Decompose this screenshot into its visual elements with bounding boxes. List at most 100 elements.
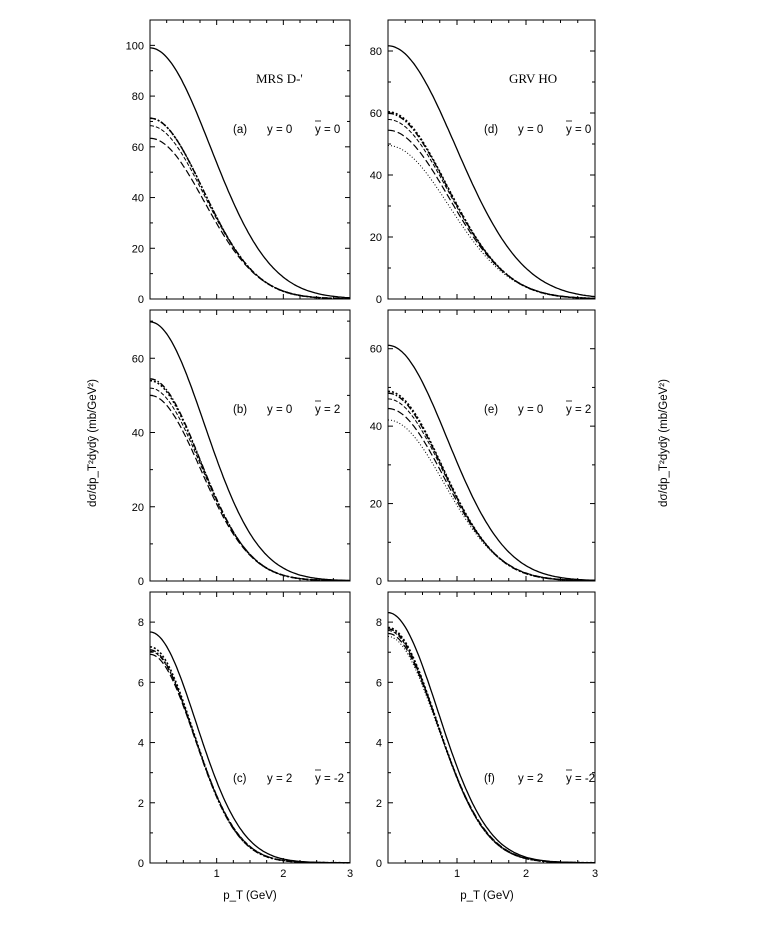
rapidity-y: y = 0 — [518, 404, 543, 416]
y-tick-label: 60 — [132, 353, 144, 365]
panel-frame — [387, 309, 596, 582]
panel-frame — [149, 309, 351, 582]
series-dotted — [149, 117, 350, 300]
series-longdash — [149, 394, 351, 582]
series-thindash — [387, 398, 595, 582]
series-dotted — [387, 111, 595, 300]
series-thindash — [149, 125, 350, 300]
series-solid — [387, 45, 596, 298]
y-tick-label: 20 — [370, 499, 382, 511]
y-tick-label: 40 — [132, 193, 144, 205]
panel-tag: (c) — [233, 773, 247, 785]
panel-frame — [149, 19, 351, 300]
y-tick-label: 0 — [376, 576, 382, 588]
rapidity-y: y = 0 — [267, 404, 292, 416]
series-dotted — [149, 646, 350, 864]
x-tick-label: 3 — [592, 868, 598, 880]
y-tick-label: 60 — [132, 142, 144, 154]
series-solid — [149, 321, 351, 582]
panel-frame — [149, 591, 351, 864]
panel-frame — [387, 591, 596, 864]
series-dashdot — [387, 112, 595, 300]
y-tick-label: 8 — [138, 617, 144, 629]
series-solid — [387, 344, 596, 581]
x-tick-label: 2 — [280, 868, 286, 880]
x-axis-title-left: p_T (GeV) — [223, 890, 277, 902]
y-tick-label: 0 — [138, 858, 144, 870]
rapidity-ybar: y = 2 — [566, 404, 591, 416]
x-tick-label: 2 — [523, 868, 529, 880]
rapidity-ybar: y = 2 — [315, 404, 340, 416]
panel-c: 0 2 4 6 8 1 2 3 (c) y = 2 y = -2 — [138, 591, 353, 880]
panel-d: 0 20 40 60 80 GRV HO (d) y = 0 y = 0 — [370, 19, 596, 306]
series-dotted — [387, 390, 595, 582]
series-dashdot — [387, 392, 595, 582]
panel-tag: (b) — [233, 404, 247, 416]
panel-b: 0 20 40 60 (b) y = 0 y = 2 — [132, 309, 351, 588]
y-tick-label: 0 — [138, 294, 144, 306]
series-thindash — [149, 650, 350, 864]
panel-a: 0 20 40 60 80 100 MRS D-' (a) y = 0 y = 0 — [126, 19, 351, 306]
series-longdash — [387, 129, 596, 299]
panel-f: 0 2 4 6 8 1 2 3 (f) y = 2 y = -2 — [376, 591, 598, 880]
y-tick-label: 2 — [376, 798, 382, 810]
y-tick-label: 60 — [370, 344, 382, 356]
series-longdash — [149, 653, 350, 864]
y-axis-title-right: dσ/dp_T²dydȳ (mb/GeV²) — [658, 379, 670, 507]
panel-e: 0 20 40 60 (e) y = 0 y = 2 — [370, 309, 596, 588]
y-tick-label: 20 — [370, 232, 382, 244]
y-tick-label: 6 — [138, 677, 144, 689]
series-thindash — [149, 387, 350, 582]
panel-frame — [387, 19, 596, 300]
x-axis-title-right: p_T (GeV) — [460, 890, 514, 902]
series-thindash — [388, 119, 595, 299]
y-tick-label: 100 — [126, 40, 144, 52]
series-dashdot — [149, 649, 350, 864]
series-longdash — [387, 632, 595, 864]
y-tick-label: 80 — [370, 46, 382, 58]
x-tick-label: 1 — [454, 868, 460, 880]
y-tick-label: 20 — [132, 502, 144, 514]
y-tick-label: 4 — [138, 738, 144, 750]
series-solid — [387, 611, 595, 864]
panel-tag: (f) — [484, 773, 495, 785]
rapidity-y: y = 0 — [267, 124, 292, 136]
series-dashdot — [149, 117, 350, 300]
y-tick-label: 40 — [370, 170, 382, 182]
y-tick-label: 2 — [138, 798, 144, 810]
panel-tag: (e) — [484, 404, 498, 416]
series-longdash — [149, 137, 351, 300]
y-tick-label: 4 — [376, 738, 382, 750]
series-solid — [149, 47, 351, 299]
rapidity-ybar: y = 0 — [315, 124, 340, 136]
series-longdash — [387, 407, 595, 582]
rapidity-y: y = 0 — [518, 124, 543, 136]
y-tick-label: 0 — [138, 576, 144, 588]
rapidity-y: y = 2 — [518, 773, 543, 785]
y-tick-label: 40 — [132, 428, 144, 440]
series-finedot — [387, 145, 596, 299]
y-tick-label: 6 — [376, 677, 382, 689]
rapidity-y: y = 2 — [267, 773, 292, 785]
x-tick-label: 3 — [347, 868, 353, 880]
y-tick-label: 8 — [376, 617, 382, 629]
rapidity-ybar: y = -2 — [566, 773, 595, 785]
series-dashdot — [387, 628, 595, 864]
panel-tag: (a) — [233, 124, 247, 136]
panel-title: GRV HO — [509, 71, 557, 86]
rapidity-ybar: y = -2 — [315, 773, 344, 785]
rapidity-ybar: y = 0 — [566, 124, 591, 136]
panel-title: MRS D-' — [256, 71, 303, 86]
y-axis-title-left: dσ/dp_T²dydȳ (mb/GeV²) — [87, 379, 99, 507]
series-finedot — [387, 635, 595, 864]
x-tick-label: 1 — [214, 868, 220, 880]
panel-tag: (d) — [484, 124, 498, 136]
y-tick-label: 40 — [370, 421, 382, 433]
y-tick-label: 60 — [370, 108, 382, 120]
y-tick-label: 0 — [376, 294, 382, 306]
y-tick-label: 20 — [132, 243, 144, 255]
y-tick-label: 80 — [132, 91, 144, 103]
series-dotted — [387, 626, 595, 864]
